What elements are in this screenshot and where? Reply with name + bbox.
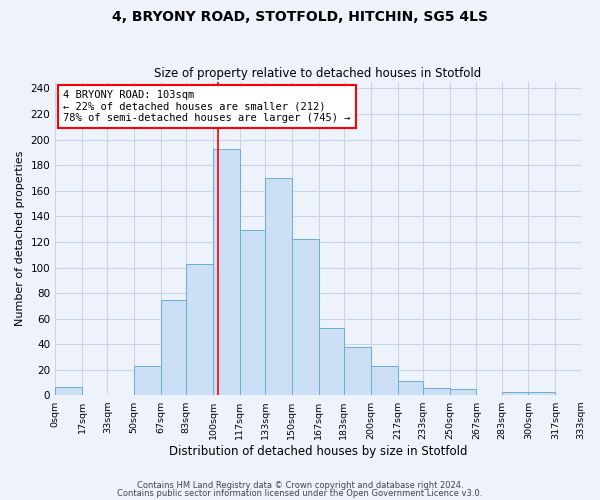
Bar: [240, 230, 265, 396]
Bar: [161, 300, 186, 396]
Bar: [319, 328, 344, 396]
Text: Contains HM Land Registry data © Crown copyright and database right 2024.: Contains HM Land Registry data © Crown c…: [137, 481, 463, 490]
Bar: [502, 392, 529, 396]
Title: Size of property relative to detached houses in Stotfold: Size of property relative to detached ho…: [154, 66, 481, 80]
Text: 4 BRYONY ROAD: 103sqm
← 22% of detached houses are smaller (212)
78% of semi-det: 4 BRYONY ROAD: 103sqm ← 22% of detached …: [63, 90, 350, 123]
Y-axis label: Number of detached properties: Number of detached properties: [15, 151, 25, 326]
Bar: [371, 366, 398, 396]
Bar: [423, 388, 449, 396]
Bar: [213, 148, 240, 396]
Bar: [398, 382, 423, 396]
Bar: [292, 240, 319, 396]
Bar: [134, 366, 161, 396]
Bar: [529, 392, 555, 396]
Bar: [449, 389, 476, 396]
Bar: [186, 264, 213, 396]
Text: Contains public sector information licensed under the Open Government Licence v3: Contains public sector information licen…: [118, 488, 482, 498]
Text: 4, BRYONY ROAD, STOTFOLD, HITCHIN, SG5 4LS: 4, BRYONY ROAD, STOTFOLD, HITCHIN, SG5 4…: [112, 10, 488, 24]
Bar: [344, 347, 371, 396]
X-axis label: Distribution of detached houses by size in Stotfold: Distribution of detached houses by size …: [169, 444, 467, 458]
Bar: [265, 178, 292, 396]
Bar: [55, 386, 82, 396]
